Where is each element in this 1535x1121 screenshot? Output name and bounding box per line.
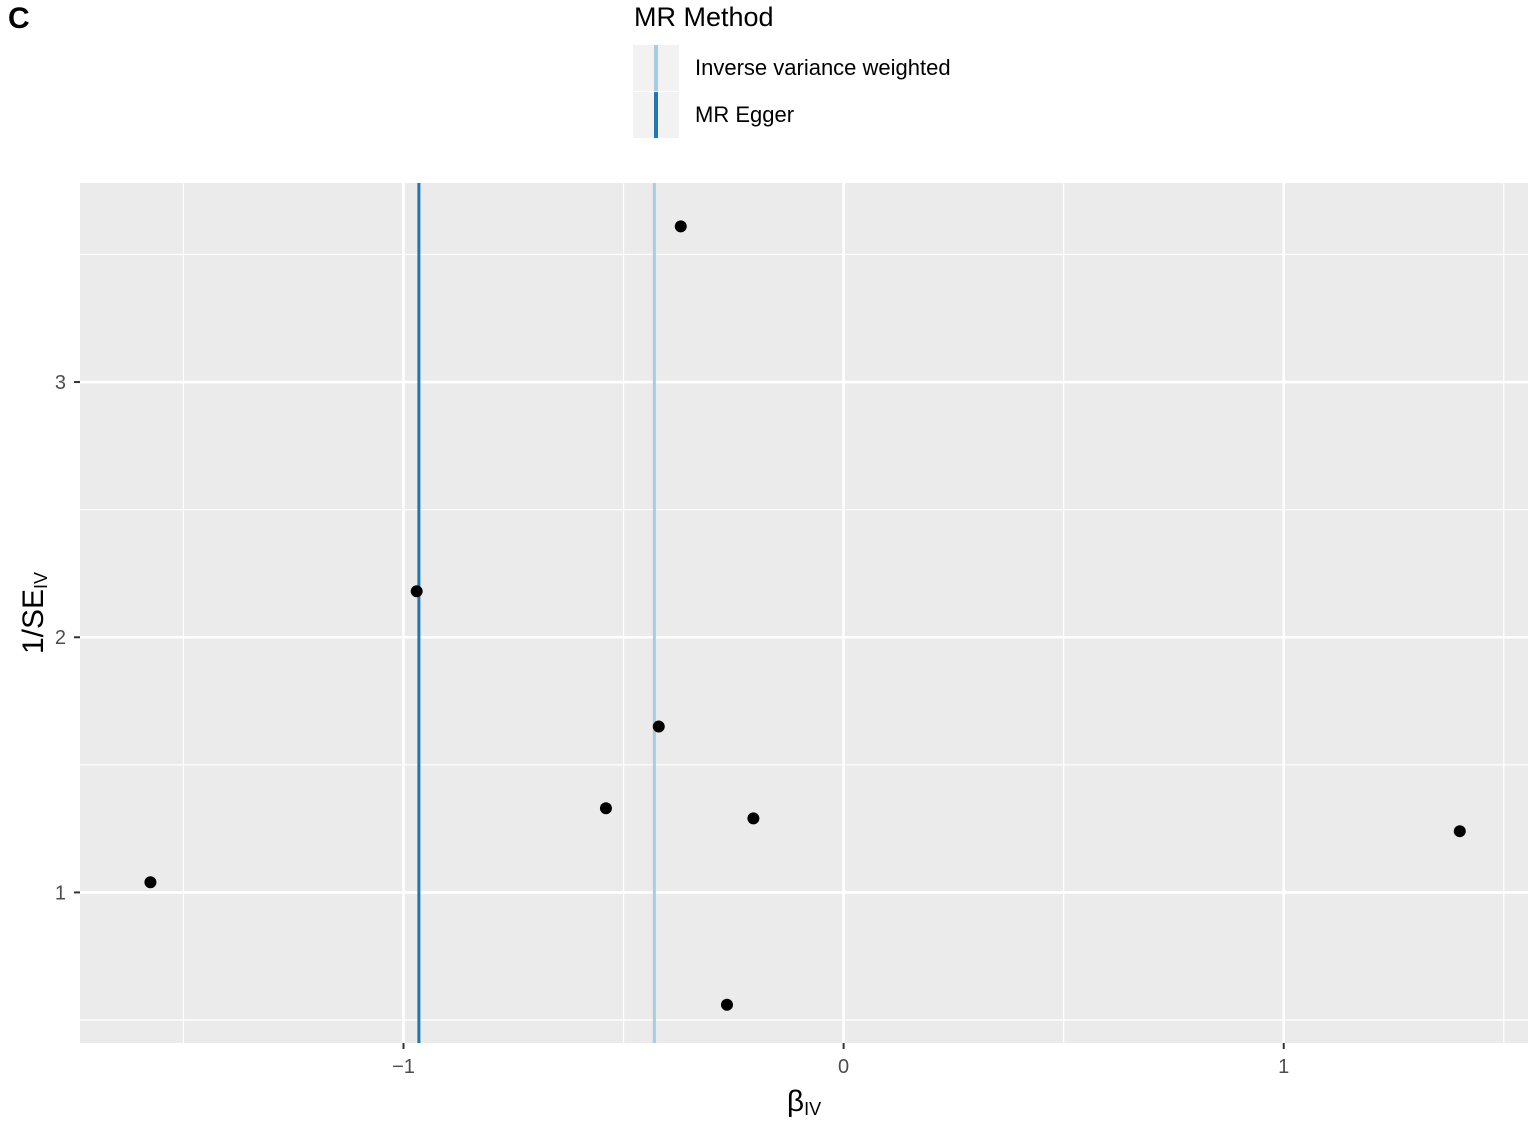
- data-point: [599, 802, 612, 815]
- y-tick-label: 1: [55, 882, 66, 904]
- data-point: [674, 220, 687, 233]
- y-tick-label: 2: [55, 627, 66, 649]
- data-point: [652, 720, 665, 733]
- data-point: [410, 585, 423, 598]
- x-tick-label: −1: [392, 1056, 415, 1078]
- legend-title: MR Method: [634, 2, 774, 32]
- panel-label: C: [8, 2, 30, 35]
- x-tick-label: 1: [1278, 1056, 1289, 1078]
- legend-label-ivw: Inverse variance weighted: [695, 55, 951, 80]
- data-point: [747, 812, 760, 825]
- data-point: [144, 876, 157, 889]
- y-tick-label: 3: [55, 372, 66, 394]
- legend-line-egger: [654, 92, 658, 138]
- plot-panel: [80, 183, 1528, 1043]
- x-axis-title: βIV: [787, 1085, 821, 1119]
- data-point: [720, 998, 733, 1011]
- data-point: [1453, 825, 1466, 838]
- legend-line-ivw: [654, 45, 658, 91]
- y-axis-title: 1/SEIV: [17, 572, 51, 654]
- x-tick-label: 0: [838, 1056, 849, 1078]
- legend-label-egger: MR Egger: [695, 102, 795, 127]
